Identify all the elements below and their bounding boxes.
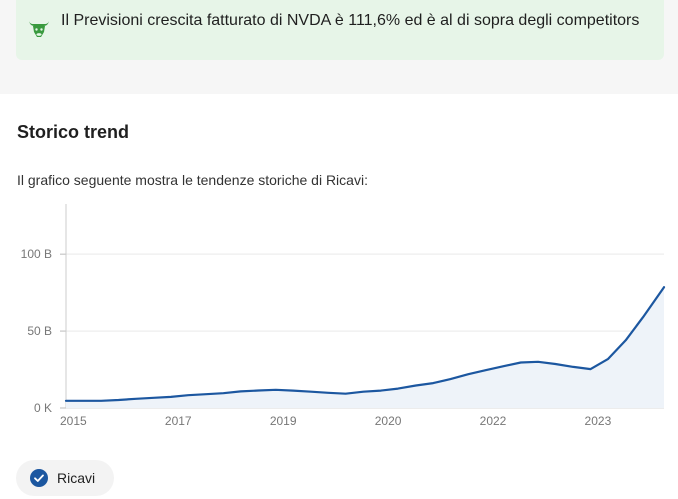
- y-tick-label: 0 K: [34, 401, 52, 415]
- x-tick-label: 2022: [480, 414, 507, 428]
- forecast-banner: Il Previsioni crescita fatturato di NVDA…: [16, 0, 664, 60]
- section-title: Storico trend: [17, 122, 130, 142]
- legend-label: Ricavi: [57, 470, 96, 486]
- x-tick-label: 2020: [375, 414, 402, 428]
- revenue-chart: 0 K 50 B 100 B 2015 2017 2019 2020 2022 2023: [21, 204, 666, 428]
- trend-card: Storico trend Il grafico seguente mostra…: [0, 94, 678, 499]
- x-tick-label: 2019: [270, 414, 297, 428]
- x-tick-label: 2017: [165, 414, 192, 428]
- series-area-ricavi: [66, 287, 664, 408]
- x-tick-label: 2015: [60, 414, 87, 428]
- banner-text: Il Previsioni crescita fatturato di NVDA…: [61, 12, 640, 29]
- x-tick-label: 2023: [585, 414, 612, 428]
- y-tick-label: 50 B: [27, 324, 52, 338]
- y-tick-label: 100 B: [21, 247, 52, 261]
- series-line-ricavi: [64, 286, 666, 402]
- chart-description: Il grafico seguente mostra le tendenze s…: [17, 172, 368, 188]
- bull-icon: [29, 21, 49, 37]
- check-circle-icon: [30, 469, 48, 487]
- legend-item-ricavi[interactable]: Ricavi: [16, 460, 114, 496]
